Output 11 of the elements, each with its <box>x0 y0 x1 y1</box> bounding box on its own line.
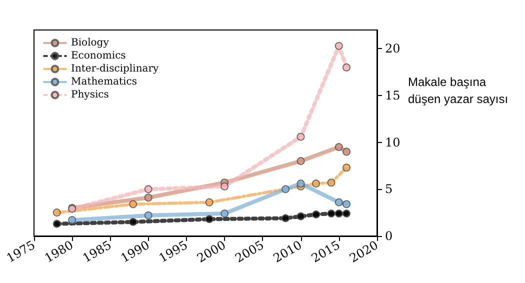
y-tick-label: 5 <box>385 182 393 196</box>
y-tick-label: 0 <box>385 229 393 243</box>
y-tick-label: 10 <box>385 135 400 150</box>
legend-label: Biology <box>71 38 110 48</box>
legend-label: Physics <box>71 90 109 100</box>
legend-label: Economics <box>71 50 126 62</box>
y-tick-label: 20 <box>385 42 400 56</box>
y-tick-label: 15 <box>385 88 400 103</box>
legend-label: Mathematics <box>71 76 137 88</box>
y-axis-title: Makale başına düşen yazar sayısı <box>408 74 510 108</box>
legend-label: Inter-disciplinary <box>71 64 159 74</box>
